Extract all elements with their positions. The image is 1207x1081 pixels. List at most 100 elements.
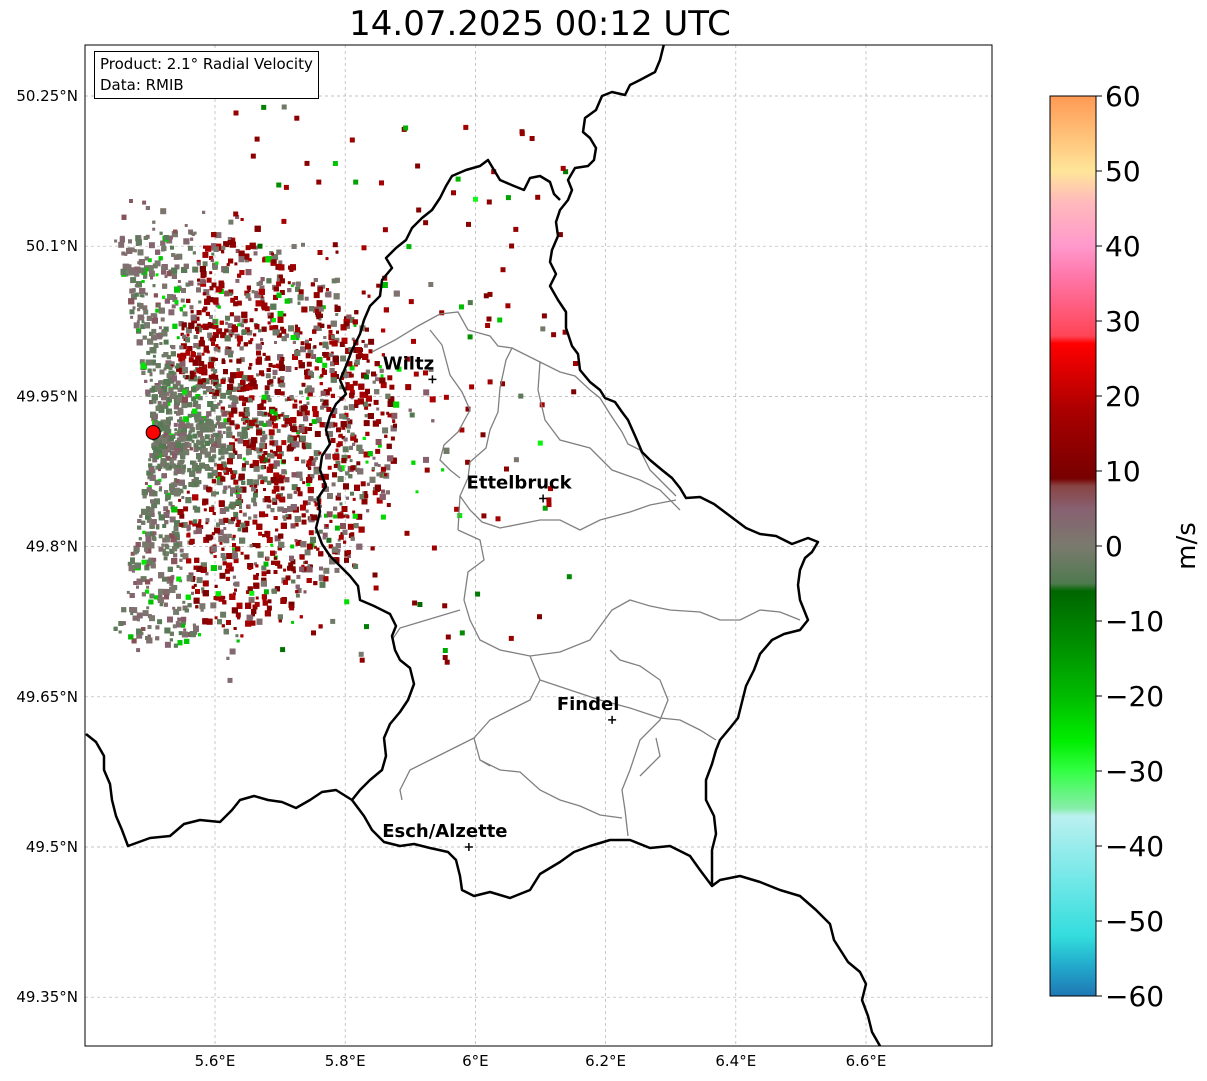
radar-echo-cell — [149, 490, 156, 497]
radar-echo-cell — [232, 398, 239, 404]
radar-echo-cell — [358, 449, 364, 454]
radar-echo-cell — [301, 382, 306, 387]
radar-echo-cell — [376, 497, 383, 504]
radar-echo-cell — [270, 508, 275, 513]
radar-echo-cell — [291, 435, 297, 441]
radar-echo-cell — [164, 641, 171, 648]
radar-echo-cell — [385, 393, 391, 399]
radar-echo-cell — [137, 314, 144, 321]
radar-echo-cell — [152, 220, 156, 224]
radar-echo-cell — [154, 419, 158, 423]
radar-echo-cell — [141, 294, 145, 298]
radar-echo-cell — [331, 335, 335, 340]
radar-echo-cell — [143, 274, 148, 279]
radar-echo-cell — [384, 473, 388, 477]
radar-echo-cell — [239, 510, 243, 514]
radar-echo-cell — [347, 455, 351, 459]
radar-echo-cell — [291, 620, 295, 624]
radar-echo-cell — [186, 524, 191, 529]
radar-echo-cell — [186, 434, 193, 441]
radar-echo-cell — [296, 588, 302, 593]
radar-echo-cell — [322, 536, 326, 540]
radar-echo-cell — [431, 419, 435, 423]
radar-echo-cell — [280, 376, 285, 381]
radar-echo-cell — [375, 377, 379, 382]
radar-echo-cell — [297, 491, 303, 497]
radar-echo-cell — [153, 313, 158, 318]
radar-echo-cell — [329, 340, 334, 345]
radar-echo-cell — [243, 440, 250, 447]
radar-echo-cell — [367, 294, 371, 298]
radar-echo-cell — [226, 656, 230, 660]
radar-echo-cell — [198, 633, 201, 637]
radar-echo-cell — [175, 380, 181, 386]
radar-echo-cell — [307, 349, 314, 356]
radar-echo-cell — [202, 261, 208, 267]
radar-echo-cell — [198, 519, 202, 523]
radar-echo-cell — [272, 499, 278, 505]
radar-echo-cell — [306, 460, 312, 466]
radar-echo-cell — [245, 420, 249, 423]
radar-echo-cell — [170, 245, 174, 250]
radar-echo-cell — [335, 543, 341, 548]
radar-echo-cell — [205, 311, 210, 316]
radar-echo-cell — [273, 464, 278, 469]
radar-echo-cell — [141, 627, 146, 631]
radar-echo-cell — [169, 582, 174, 587]
radar-echo-cell — [374, 361, 380, 367]
radar-echo-cell — [149, 331, 154, 336]
radar-echo-cell — [344, 557, 349, 563]
radar-echo-cell — [341, 458, 347, 464]
radar-echo-cell — [232, 547, 236, 551]
radar-echo-cell — [226, 444, 233, 451]
radar-echo-cell — [262, 534, 265, 538]
radar-echo-cell — [273, 472, 280, 479]
radar-echo-cell — [230, 517, 235, 522]
radar-echo-cell — [196, 261, 201, 266]
radar-echo-cell — [352, 497, 356, 501]
radar-echo-cell — [181, 402, 188, 409]
radar-echo-cell — [219, 541, 223, 545]
radar-echo-cell — [273, 516, 278, 520]
radar-echo-cell — [313, 545, 317, 549]
radar-echo-cell — [216, 491, 219, 495]
radar-echo-cell — [350, 432, 355, 437]
radar-echo-cell — [273, 460, 280, 467]
radar-echo-cell — [245, 269, 252, 276]
radar-echo-cell — [265, 256, 272, 263]
radar-echo-cell — [195, 384, 201, 390]
radar-echo-cell — [197, 413, 202, 418]
radar-echo-cell — [211, 379, 217, 385]
radar-echo-cell — [231, 386, 237, 392]
radar-echo-cell — [365, 395, 372, 402]
radar-echo-cell — [164, 363, 170, 369]
radar-echo-cell — [263, 451, 268, 455]
radar-echo-cell — [179, 360, 186, 367]
radar-echo-cell — [239, 537, 246, 544]
radar-echo-cell — [341, 436, 345, 440]
radar-echo-cell — [262, 454, 266, 458]
radar-echo-cell — [195, 327, 200, 331]
radar-echo-cell — [331, 340, 338, 347]
radar-echo-cell — [206, 277, 212, 283]
radar-echo-cell — [239, 432, 242, 436]
radar-echo-cell — [250, 442, 256, 448]
radar-echo-cell — [282, 508, 288, 513]
radar-echo-cell — [191, 576, 196, 580]
radar-echo-cell — [285, 514, 289, 518]
radar-echo-cell — [274, 389, 281, 395]
radar-echo-cell — [177, 509, 184, 515]
radar-echo-cell — [142, 335, 147, 340]
radar-echo-cell — [196, 423, 201, 428]
radar-echo-cell — [144, 482, 148, 485]
radar-echo-cell — [192, 494, 199, 501]
radar-echo-cell — [276, 292, 282, 298]
radar-echo-cell — [142, 530, 146, 534]
radar-echo-cell — [343, 369, 347, 373]
radar-echo-cell — [261, 326, 267, 332]
radar-echo-cell — [236, 602, 243, 609]
radar-echo-cell — [282, 459, 286, 464]
radar-echo-cell — [237, 527, 242, 532]
radar-echo-cell — [171, 450, 175, 454]
radar-echo-cell — [228, 452, 235, 459]
